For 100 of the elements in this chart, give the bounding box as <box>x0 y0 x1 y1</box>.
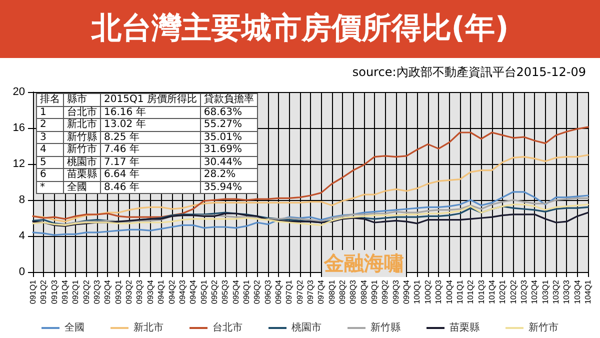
x-tick-label: 092Q1 <box>71 279 80 304</box>
x-tick-label: 100Q1 <box>412 279 422 304</box>
annotation: 4 <box>36 144 64 156</box>
line-series <box>32 212 589 227</box>
x-tick-label: 100Q4 <box>444 279 454 304</box>
x-tick-label: 101Q4 <box>487 279 496 304</box>
chart-title: 北台灣主要城市房價所得比(年) <box>0 0 600 58</box>
annotation: 6 <box>36 168 64 181</box>
x-tick-label: 103Q4 <box>572 279 582 304</box>
annotation: 28.2% <box>200 168 258 181</box>
x-tick-label: 101Q1 <box>455 279 464 304</box>
x-tick-label: 095Q3 <box>220 279 230 304</box>
y-tick-label: 12 <box>12 158 25 170</box>
y-tick-label: 8 <box>18 194 25 206</box>
x-tick-label: 099Q4 <box>402 279 412 304</box>
x-tick-label: 103Q1 <box>540 279 550 304</box>
x-tick-label: 091Q2 <box>39 279 48 304</box>
x-tick-label: 096Q3 <box>263 279 272 304</box>
x-tick-label: 095Q4 <box>231 279 240 304</box>
annotation: 55.27% <box>200 118 258 131</box>
annotation: 新竹市 <box>64 144 100 156</box>
x-tick-label: 104Q1 <box>584 279 592 304</box>
x-tick-label: 093Q2 <box>124 279 134 304</box>
x-tick-label: 102Q1 <box>498 279 508 304</box>
x-tick-label: 091Q1 <box>28 279 38 304</box>
annotation: 新竹縣 <box>64 131 100 144</box>
x-tick-label: 094Q1 <box>156 279 166 304</box>
x-tick-label: 097Q3 <box>306 279 315 304</box>
x-tick-label: 099Q2 <box>380 279 390 304</box>
x-tick-label: 098Q2 <box>338 279 348 304</box>
x-tick-label: 098Q1 <box>327 279 336 304</box>
x-tick-label: 092Q3 <box>92 279 102 304</box>
legend-label: 全國 <box>64 322 84 334</box>
annotation: 1 <box>36 106 64 118</box>
annotation: 6.64 年 <box>100 168 200 181</box>
legend-label: 新竹縣 <box>370 322 400 334</box>
x-tick-label: 092Q4 <box>103 279 112 304</box>
annotation: 金融海嘯 <box>322 250 406 277</box>
annotation: 35.94% <box>200 181 258 194</box>
annotation: 排名 <box>36 94 64 106</box>
annotation: 7.17 年 <box>100 156 200 168</box>
annotation: 16.16 年 <box>100 106 200 118</box>
x-tick-label: 093Q3 <box>135 279 144 304</box>
x-tick-label: 100Q3 <box>434 279 444 304</box>
x-tick-label: 098Q3 <box>348 279 358 304</box>
legend-label: 新竹市 <box>528 322 558 334</box>
x-tick-label: 102Q2 <box>508 279 518 304</box>
legend-label: 桃園市 <box>292 322 322 334</box>
annotation: 7.46 年 <box>100 144 200 156</box>
x-tick-label: 097Q1 <box>284 279 294 304</box>
x-tick-label: 101Q2 <box>466 279 476 304</box>
x-tick-label: 093Q4 <box>146 279 155 304</box>
x-tick-label: 103Q3 <box>562 279 572 304</box>
legend-label: 苗栗縣 <box>450 322 480 334</box>
x-tick-label: 097Q4 <box>316 279 326 304</box>
x-tick-label: 097Q2 <box>295 279 304 304</box>
x-tick-label: 094Q2 <box>167 279 176 304</box>
annotation: 68.63% <box>200 106 258 118</box>
x-tick-label: 099Q3 <box>391 279 400 304</box>
annotation: * <box>36 181 64 194</box>
annotation: 8.46 年 <box>100 181 200 194</box>
legend-label: 新北市 <box>134 322 164 334</box>
annotation: 新北市 <box>64 118 100 131</box>
x-tick-label: 102Q4 <box>530 279 540 304</box>
annotation: 3 <box>36 131 64 144</box>
source-note: source:內政部不動產資訊平台2015-12-09 <box>352 64 586 81</box>
y-tick-label: 0 <box>18 266 25 278</box>
y-tick-label: 20 <box>12 86 25 98</box>
x-tick-label: 094Q4 <box>188 279 198 304</box>
x-tick-label: 092Q2 <box>82 279 91 304</box>
annotation: 8.25 年 <box>100 131 200 144</box>
annotation: 2 <box>36 118 64 131</box>
annotation: 13.02 年 <box>100 118 200 131</box>
annotation: 苗栗縣 <box>64 168 100 181</box>
x-tick-label: 095Q1 <box>199 279 208 304</box>
x-tick-label: 099Q1 <box>370 279 380 304</box>
annotation: 桃園市 <box>64 156 100 168</box>
annotation: 35.01% <box>200 131 258 144</box>
x-tick-label: 091Q3 <box>50 279 59 304</box>
x-tick-label: 096Q1 <box>242 279 251 304</box>
y-tick-label: 16 <box>12 122 25 134</box>
x-tick-label: 103Q2 <box>551 279 560 304</box>
x-tick-label: 096Q2 <box>252 279 262 304</box>
x-tick-label: 102Q3 <box>519 279 528 304</box>
annotation: 2015Q1 房價所得比 <box>100 94 200 106</box>
x-tick-label: 094Q3 <box>178 279 187 304</box>
annotation: 31.69% <box>200 144 258 156</box>
x-tick-label: 098Q4 <box>359 279 368 304</box>
annotation: 縣市 <box>64 94 100 106</box>
y-tick-label: 4 <box>18 230 25 242</box>
legend-label: 台北市 <box>212 322 242 334</box>
annotation: 5 <box>36 156 64 168</box>
x-tick-label: 096Q4 <box>274 279 283 304</box>
annotation: 全國 <box>64 181 100 194</box>
x-tick-label: 095Q2 <box>210 279 219 304</box>
x-tick-label: 101Q3 <box>476 279 486 304</box>
annotation: 30.44% <box>200 156 258 168</box>
x-tick-label: 093Q1 <box>114 279 123 304</box>
annotation: 貸款負擔率 <box>200 94 258 106</box>
x-tick-label: 091Q4 <box>60 279 70 304</box>
